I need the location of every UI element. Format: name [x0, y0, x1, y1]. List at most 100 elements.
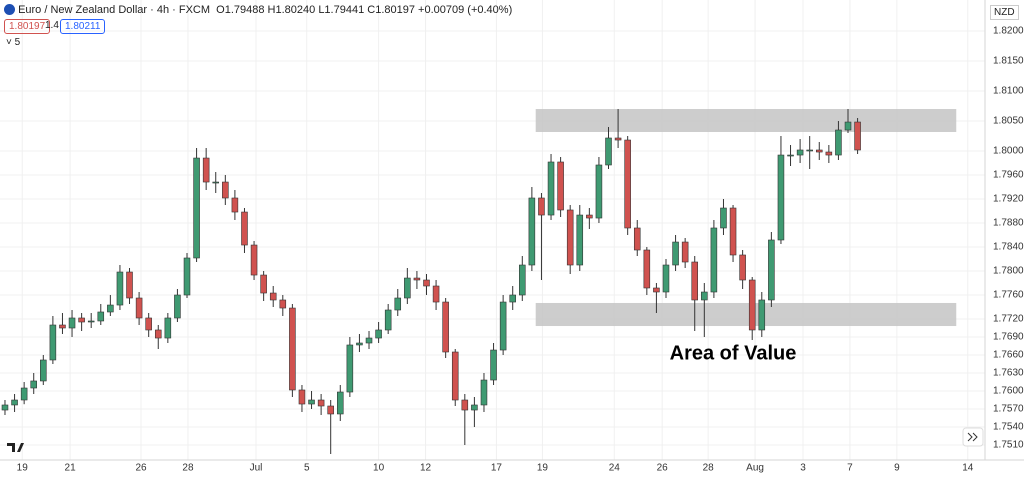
candle-body	[413, 277, 421, 281]
candle-body	[643, 249, 651, 289]
indicators-count: 5	[14, 37, 21, 48]
candle-body	[40, 359, 47, 382]
candle-body	[633, 227, 641, 251]
candle-body	[442, 301, 449, 353]
y-tick-label: 1.76300	[993, 368, 1024, 379]
candle-body	[317, 399, 325, 407]
candle-body	[222, 181, 229, 199]
candle-body	[566, 209, 574, 266]
ohlc-high: H1.80240	[267, 4, 316, 16]
candle-body	[78, 317, 85, 323]
candle-body	[212, 181, 220, 184]
x-tick-label: 5	[304, 463, 310, 474]
x-tick-label: Aug	[746, 463, 764, 474]
indicators-toggle[interactable]: ˅ 5	[6, 37, 21, 48]
candle-body	[1, 404, 9, 411]
candle-body	[260, 274, 267, 294]
annotation: Area of Value	[670, 342, 797, 364]
candle-body	[384, 309, 392, 331]
x-tick-label: 9	[894, 463, 900, 474]
scroll-button[interactable]	[962, 427, 984, 447]
candle-body	[68, 317, 76, 329]
value-zone	[535, 302, 957, 327]
candle-body	[854, 121, 861, 151]
x-tick-label: 10	[373, 463, 385, 474]
x-tick-label: 28	[182, 463, 194, 474]
candle-body	[576, 214, 584, 266]
candle-body	[672, 241, 679, 266]
candle-body	[586, 214, 593, 219]
y-tick-label: 1.81000	[993, 86, 1024, 97]
candle-body	[241, 211, 248, 246]
y-tick-label: 1.76600	[993, 350, 1024, 361]
y-tick-label: 1.78000	[993, 266, 1024, 277]
candle-body	[720, 207, 727, 229]
x-tick-label: 12	[420, 463, 432, 474]
candle-body	[183, 257, 191, 296]
sell-button[interactable]: 1.80197	[4, 19, 51, 34]
candle-body	[595, 164, 603, 219]
y-tick-label: 1.78400	[993, 242, 1024, 253]
candle-body	[499, 301, 507, 351]
candle-body	[394, 297, 402, 311]
candle-body	[11, 399, 18, 406]
candle-body	[662, 264, 670, 293]
candle-body	[729, 207, 737, 256]
candle-body	[87, 320, 95, 323]
y-tick-label: 1.75700	[993, 404, 1024, 415]
candle-body	[404, 277, 411, 299]
candle-body	[701, 291, 708, 301]
candle-body	[116, 271, 124, 306]
candle-body	[787, 154, 794, 157]
x-tick-label: 7	[847, 463, 853, 474]
y-tick-label: 1.78800	[993, 218, 1024, 229]
candle-body	[748, 279, 756, 331]
candle-body	[145, 317, 152, 331]
header: Euro / New Zealand Dollar · 4h · FXCM O1…	[4, 4, 512, 16]
candle-body	[289, 307, 296, 391]
buy-button[interactable]: 1.80211	[60, 19, 106, 34]
candle-body	[49, 324, 57, 361]
y-tick-label: 1.76000	[993, 386, 1024, 397]
candle-body	[308, 399, 315, 405]
candle-body	[154, 329, 162, 339]
candle-body	[59, 324, 66, 329]
candle-body	[356, 342, 363, 346]
x-tick-label: 24	[609, 463, 621, 474]
candle-body	[605, 137, 612, 166]
candle-body	[796, 149, 804, 156]
candle-body	[202, 157, 210, 183]
candle-body	[528, 197, 536, 266]
value-zone	[535, 109, 957, 132]
candle-body	[509, 294, 516, 303]
x-tick-label: 19	[537, 463, 549, 474]
x-tick-label: 28	[703, 463, 715, 474]
candle-body	[844, 121, 852, 131]
candle-body	[758, 299, 766, 331]
ohlc-change: +0.00709 (+0.40%)	[418, 4, 513, 16]
candle-body	[806, 149, 813, 152]
y-tick-label: 1.76900	[993, 332, 1024, 343]
symbol: Euro / New Zealand Dollar · 4h · FXCM	[18, 4, 211, 16]
y-tick-label: 1.80000	[993, 146, 1024, 157]
currency[interactable]: NZD	[990, 5, 1019, 20]
tv-logo	[7, 443, 24, 452]
candle-body	[337, 391, 344, 415]
y-tick-label: 1.80500	[993, 116, 1024, 127]
candle-body	[681, 241, 689, 263]
candle-body	[107, 304, 114, 313]
x-tick-label: 3	[800, 463, 806, 474]
candle-body	[250, 244, 258, 276]
candle-body	[327, 405, 334, 415]
ohlc-open: O1.79488	[216, 4, 265, 16]
candle-body	[624, 139, 631, 229]
candle-body	[835, 129, 842, 156]
candle-body	[193, 157, 200, 259]
x-tick-label: 21	[65, 463, 77, 474]
candle-body	[815, 149, 823, 153]
candle-body	[423, 279, 430, 287]
flag-icon	[4, 4, 15, 15]
candle-body	[557, 161, 564, 211]
